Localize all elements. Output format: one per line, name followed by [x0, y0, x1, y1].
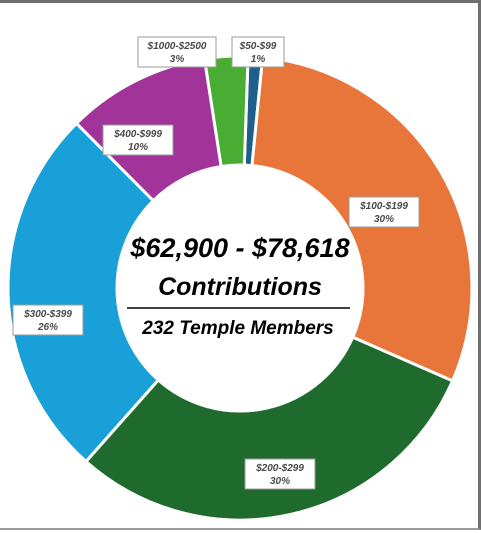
data-label-percent: 1%	[251, 54, 266, 65]
data-label-percent: 10%	[128, 142, 148, 153]
slice-1000-2500	[202, 54, 250, 169]
data-label: $300-$399 26%	[12, 304, 84, 336]
data-label: $400-$999 10%	[102, 124, 174, 156]
data-label-range: $300-$399	[23, 309, 72, 320]
doughnut-chart: $50-$99 1% $100-$199 30% $200-$299 30% $300-$3…	[6, 36, 474, 522]
data-label: $100-$199 30%	[348, 196, 420, 228]
data-label-range: $200-$299	[255, 463, 304, 474]
data-label-range: $400-$999	[113, 129, 162, 140]
data-label-percent: 30%	[270, 476, 290, 487]
center-contributions-label: Contributions	[158, 273, 322, 301]
data-labels: $50-$99 1% $100-$199 30% $200-$299 30% $300-$3…	[12, 36, 420, 490]
data-label-box	[12, 304, 84, 336]
data-label-percent: 3%	[170, 54, 185, 65]
data-label-box	[244, 458, 316, 490]
center-members-label: 232 Temple Members	[141, 318, 334, 339]
data-label: $1000-$2500 3%	[137, 36, 217, 68]
data-label-percent: 26%	[37, 322, 58, 333]
data-label-range: $100-$199	[359, 201, 408, 212]
data-label: $200-$299 30%	[244, 458, 316, 490]
slice-200-299	[83, 335, 455, 522]
data-label-range: $1000-$2500	[147, 41, 207, 52]
data-label-percent: 30%	[374, 214, 394, 225]
data-label: $50-$99 1%	[231, 36, 285, 68]
data-label-box	[102, 124, 174, 156]
data-label-box	[137, 36, 217, 68]
center-amount-range: $62,900 - $78,618	[129, 233, 349, 263]
slice-300-399	[6, 121, 161, 464]
data-label-box	[348, 196, 420, 228]
data-label-box	[231, 36, 285, 68]
data-label-range: $50-$99	[239, 41, 277, 52]
